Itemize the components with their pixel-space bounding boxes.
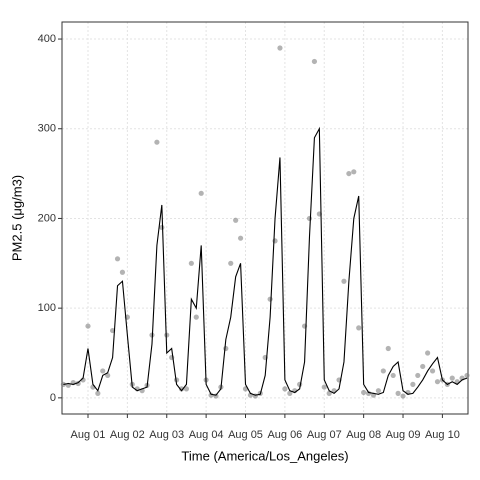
point: [434, 379, 441, 385]
y-tick-label: 100: [38, 302, 56, 314]
point: [287, 390, 293, 396]
point: [100, 368, 106, 374]
x-tick-label: Aug 03: [149, 429, 184, 441]
point: [164, 332, 170, 338]
point: [321, 384, 327, 390]
point: [449, 375, 455, 381]
point: [390, 372, 396, 379]
point: [228, 260, 234, 266]
plot-frame: [61, 21, 469, 415]
point: [272, 238, 278, 244]
point: [356, 325, 362, 331]
point: [237, 235, 244, 241]
point: [415, 372, 421, 379]
point: [154, 139, 160, 145]
point: [365, 390, 372, 396]
point: [420, 363, 426, 370]
x-tick-label: Aug 01: [71, 429, 106, 441]
point: [95, 390, 101, 396]
point: [380, 368, 386, 374]
point: [410, 381, 416, 387]
point: [346, 170, 352, 177]
point: [351, 169, 357, 175]
point: [464, 372, 470, 379]
y-tick-label: 0: [50, 392, 56, 404]
x-tick-label: Aug 07: [307, 429, 342, 441]
y-axis-title: PM2.5 (μg/m3): [9, 175, 24, 261]
y-tick-label: 200: [38, 212, 56, 224]
point: [385, 345, 391, 352]
point: [341, 278, 347, 284]
point: [60, 381, 66, 387]
point: [114, 256, 121, 262]
point: [119, 269, 126, 275]
point: [282, 386, 288, 392]
y-tick-label: 300: [38, 123, 56, 135]
line: [63, 126, 468, 396]
point: [326, 390, 332, 396]
y-tick-label: 400: [38, 33, 56, 45]
point: [105, 372, 111, 379]
x-tick-label: Aug 09: [386, 429, 421, 441]
point: [267, 296, 273, 302]
x-tick-label: Aug 04: [189, 429, 224, 441]
point: [159, 224, 165, 231]
point: [375, 388, 382, 394]
point: [193, 314, 199, 320]
x-axis-title: Time (America/Los_Angeles): [181, 448, 348, 463]
x-tick-label: Aug 10: [425, 429, 460, 441]
point: [223, 345, 229, 352]
point: [425, 350, 431, 356]
point: [395, 390, 401, 396]
point: [311, 58, 318, 65]
point: [85, 323, 91, 329]
point: [208, 392, 214, 398]
point: [429, 368, 436, 374]
point: [188, 260, 194, 266]
point: [400, 393, 406, 399]
point: [213, 393, 219, 399]
x-tick-label: Aug 06: [267, 429, 302, 441]
point: [75, 380, 81, 387]
point: [198, 190, 204, 196]
point: [361, 389, 367, 396]
point: [233, 217, 239, 223]
point: [277, 45, 283, 51]
point: [306, 215, 313, 222]
x-tick-label: Aug 02: [110, 429, 145, 441]
x-tick-label: Aug 08: [346, 429, 381, 441]
point: [183, 386, 190, 392]
x-tick-label: Aug 05: [228, 429, 263, 441]
point: [178, 386, 185, 392]
